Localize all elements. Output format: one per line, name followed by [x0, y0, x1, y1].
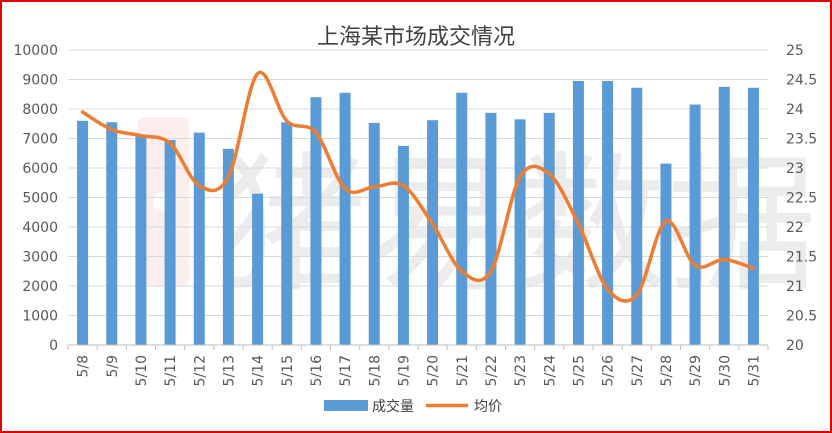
bar	[631, 87, 643, 345]
chart-title: 上海某市场成交情况	[317, 25, 515, 50]
legend-swatch-volume	[324, 400, 368, 411]
y-right-tick-label: 21.5	[786, 250, 817, 266]
bar	[310, 97, 322, 345]
bar	[747, 87, 759, 345]
y-right-tick-label: 25	[786, 43, 804, 59]
bar	[602, 80, 614, 345]
bar	[368, 122, 380, 346]
x-tick-label: 5/19	[396, 355, 412, 386]
x-tick-label: 5/11	[163, 355, 179, 386]
bar	[135, 136, 147, 345]
x-tick-label: 5/18	[367, 355, 383, 386]
x-tick-label: 5/24	[542, 355, 558, 387]
bar	[572, 80, 584, 345]
y-left-tick-label: 1000	[22, 309, 58, 325]
bar	[718, 86, 730, 345]
y-left-tick-label: 3000	[22, 250, 58, 266]
bar	[543, 112, 555, 346]
bar	[252, 193, 264, 345]
y-right-tick-label: 24	[786, 102, 804, 118]
bar	[77, 120, 89, 345]
bar	[164, 139, 176, 345]
x-tick-label: 5/9	[105, 355, 121, 378]
x-tick-label: 5/26	[601, 355, 617, 387]
y-right-tick-label: 22	[786, 220, 804, 236]
x-tick-label: 5/12	[192, 355, 208, 386]
y-left-tick-label: 8000	[22, 102, 58, 118]
x-tick-label: 5/25	[571, 355, 587, 386]
y-right-tick-label: 22.5	[786, 191, 817, 207]
x-tick-label: 5/8	[76, 355, 92, 378]
x-tick-label: 5/23	[513, 355, 529, 386]
line-series	[80, 70, 756, 303]
x-tick-label: 5/27	[630, 355, 646, 386]
x-tick-label: 5/31	[746, 355, 762, 386]
y-left-tick-label: 0	[49, 338, 58, 354]
bar	[456, 92, 468, 346]
y-right-tick-label: 24.5	[786, 73, 817, 89]
bar	[397, 145, 409, 345]
x-tick-label: 5/13	[221, 355, 237, 386]
bar	[222, 148, 234, 345]
bar	[485, 112, 497, 346]
bar	[281, 122, 293, 346]
axes: 0 1000 2000 3000 4000 5000 6000 7000 8000 9000 100…	[13, 43, 817, 386]
bar	[514, 119, 526, 345]
price-line	[80, 70, 756, 303]
x-tick-label: 5/17	[338, 355, 354, 386]
y-left-tick-label: 2000	[22, 279, 58, 295]
x-tick-label: 5/14	[251, 355, 267, 387]
x-tick-label: 5/22	[484, 355, 500, 386]
x-tick-label: 5/16	[309, 355, 325, 387]
bar	[427, 120, 439, 346]
bar-series	[77, 80, 759, 346]
legend-label-volume: 成交量	[372, 398, 414, 415]
x-tick-label: 5/30	[717, 355, 733, 386]
x-tick-label: 5/28	[659, 355, 675, 386]
y-right-tick-label: 21	[786, 279, 804, 295]
y-left-tick-label: 4000	[22, 220, 58, 236]
y-right-tick-label: 20	[786, 338, 804, 354]
watermark-logo-mark	[137, 117, 189, 287]
x-tick-label: 5/15	[280, 355, 296, 386]
legend-label-price: 均价	[474, 399, 502, 415]
y-right-tick-label: 23	[786, 161, 804, 177]
x-tick-label: 5/10	[134, 355, 150, 386]
legend: 成交量 均价	[324, 398, 502, 415]
y-left-tick-label: 9000	[22, 73, 58, 89]
y-left-tick-label: 7000	[22, 132, 58, 148]
x-tick-label: 5/21	[455, 355, 471, 386]
y-right-tick-label: 20.5	[786, 309, 817, 325]
bar	[660, 163, 672, 345]
bar	[689, 104, 701, 345]
y-left-tick-label: 10000	[13, 43, 58, 59]
bar	[193, 132, 205, 345]
y-left-tick-label: 5000	[22, 191, 58, 207]
x-tick-label: 5/20	[426, 355, 442, 386]
y-right-tick-label: 23.5	[786, 132, 817, 148]
x-tick-label: 5/29	[688, 355, 704, 386]
y-left-tick-label: 6000	[22, 161, 58, 177]
bar	[339, 92, 351, 346]
bar	[106, 122, 118, 346]
